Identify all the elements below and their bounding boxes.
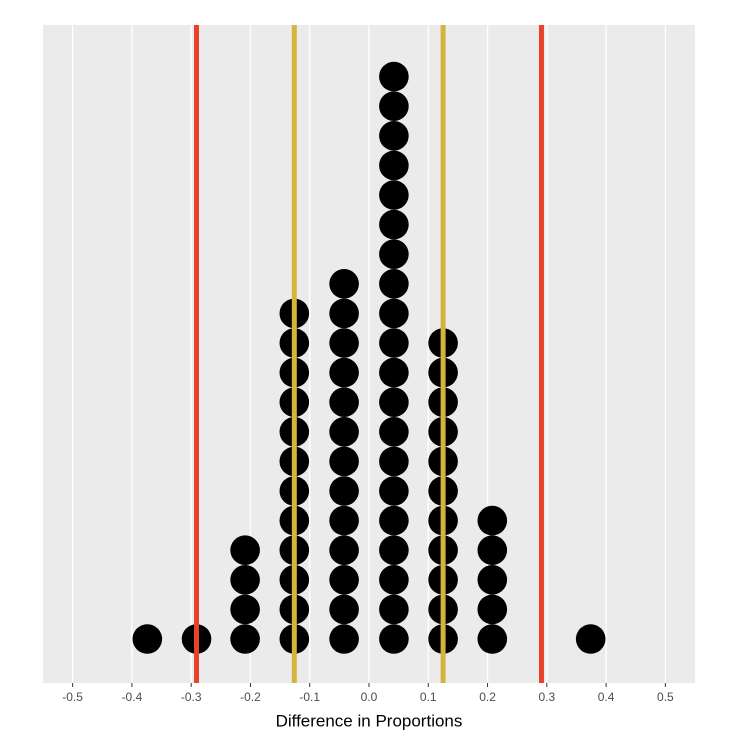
- dot: [379, 357, 409, 388]
- dot: [329, 387, 359, 418]
- x-axis-title: Difference in Proportions: [276, 711, 463, 730]
- dot: [379, 565, 409, 595]
- x-tick-label: -0.3: [181, 690, 202, 704]
- dot: [230, 594, 260, 625]
- dot: [379, 150, 409, 181]
- dot: [379, 239, 409, 269]
- dot: [379, 505, 409, 536]
- dot: [230, 565, 260, 595]
- dot: [379, 594, 409, 625]
- dot: [379, 417, 409, 447]
- x-tick-label: 0.0: [361, 690, 378, 704]
- dot: [379, 209, 409, 240]
- dot: [477, 594, 508, 625]
- dot: [379, 180, 409, 210]
- dot: [329, 476, 359, 506]
- dot: [379, 91, 409, 121]
- dot: [329, 357, 359, 388]
- dot: [329, 298, 359, 329]
- dot: [379, 61, 409, 92]
- dot: [379, 476, 409, 506]
- dot: [379, 535, 409, 565]
- dot: [329, 505, 359, 536]
- dot: [329, 269, 359, 299]
- dot: [329, 446, 359, 477]
- x-tick-label: 0.1: [420, 690, 437, 704]
- x-tick-label: -0.2: [240, 690, 261, 704]
- dot: [477, 505, 508, 536]
- x-tick-label: 0.2: [479, 690, 496, 704]
- dot: [132, 624, 163, 654]
- dot: [379, 269, 409, 299]
- dot: [329, 624, 359, 654]
- dot: [477, 565, 508, 595]
- dot: [379, 387, 409, 418]
- dot: [329, 565, 359, 595]
- dot: [379, 121, 409, 151]
- dot: [379, 328, 409, 358]
- x-tick-label: -0.5: [62, 690, 83, 704]
- dot: [379, 298, 409, 329]
- dot: [477, 535, 508, 565]
- x-tick-label: 0.4: [598, 690, 615, 704]
- dot: [477, 624, 508, 654]
- dot: [575, 624, 606, 654]
- dot: [379, 624, 409, 654]
- dot: [329, 417, 359, 447]
- dot: [230, 535, 260, 565]
- dot: [329, 535, 359, 565]
- dot: [379, 446, 409, 477]
- x-tick-label: 0.5: [657, 690, 674, 704]
- dot: [329, 594, 359, 625]
- x-tick-label: -0.1: [299, 690, 320, 704]
- x-tick-label: 0.3: [538, 690, 555, 704]
- dot: [230, 624, 260, 654]
- x-tick-label: -0.4: [122, 690, 143, 704]
- dot: [329, 328, 359, 358]
